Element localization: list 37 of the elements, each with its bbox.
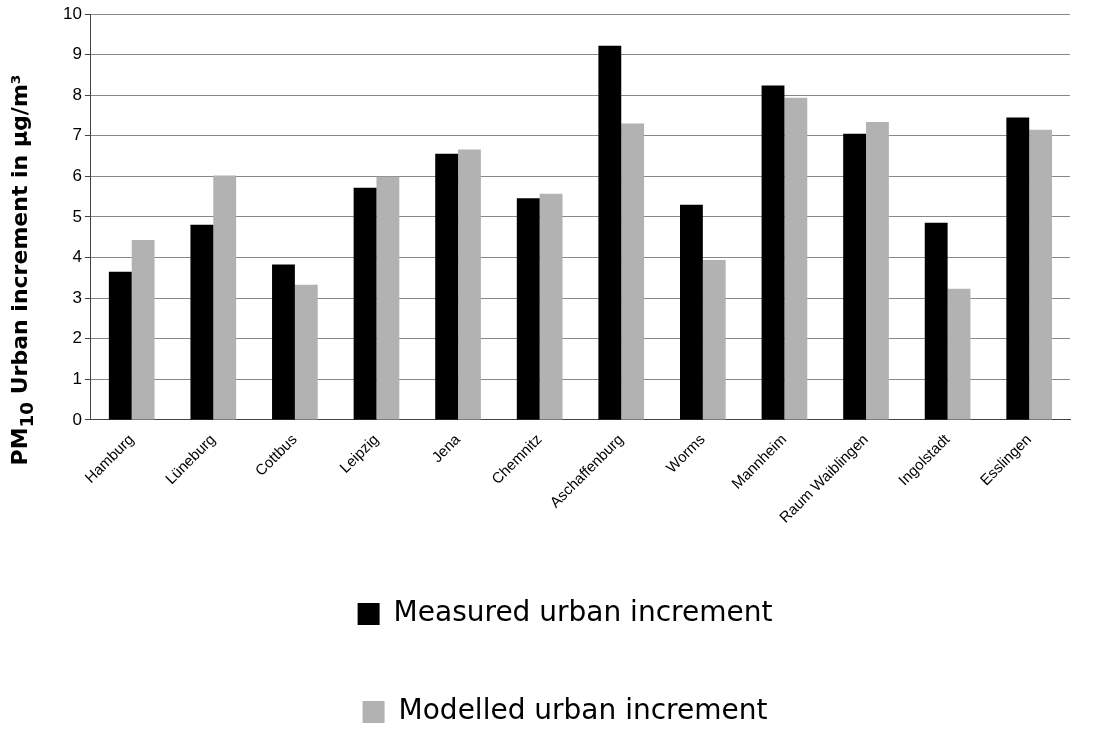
y-tick-label: 6 [72,166,82,186]
bar [376,176,400,420]
bar [702,260,726,420]
bar [435,153,459,420]
bar [108,271,132,420]
bar [458,149,481,420]
bar [784,97,808,420]
y-tick-label: 0 [72,409,82,429]
bar [539,193,563,420]
y-tick-label: 1 [72,369,82,389]
y-tick-label: 9 [72,44,82,64]
legend-label: Modelled urban increment [398,693,768,727]
bar [843,133,867,420]
bar [353,187,377,420]
y-tick-label: 3 [72,287,82,307]
y-tick-label: 4 [72,247,82,267]
bar [680,204,703,420]
bar [272,264,295,420]
y-tick-label: 10 [62,3,82,23]
y-tick-label: 7 [72,125,82,145]
legend-label: Measured urban increment [393,595,773,629]
bar [866,121,889,420]
bar [294,284,318,420]
bar [1029,129,1053,420]
bar [190,224,214,420]
bar [621,123,645,420]
bar [131,240,155,420]
bar [947,288,971,420]
bar [924,222,948,420]
bar [1006,117,1030,420]
y-tick-label: 8 [72,84,82,104]
y-tick-label: 5 [72,206,82,226]
bar [761,85,785,420]
y-tick-label: 2 [72,328,82,348]
bar [516,198,540,420]
bar [598,45,622,420]
bar [213,175,237,420]
